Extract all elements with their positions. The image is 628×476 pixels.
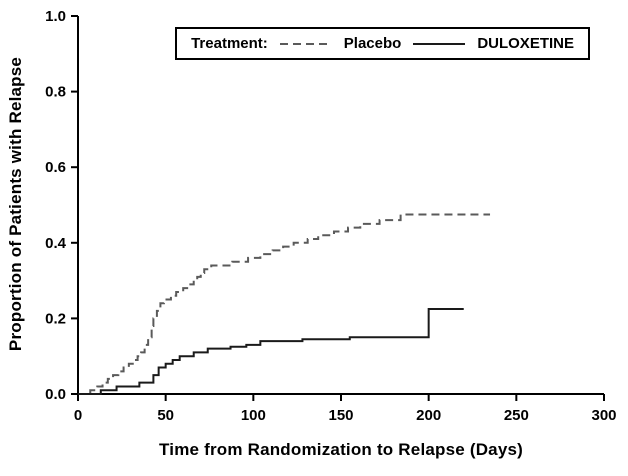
legend-label-duloxetine: DULOXETINE <box>477 35 574 52</box>
y-tick-label: 0.6 <box>45 159 66 176</box>
y-tick-label: 0.8 <box>45 84 66 101</box>
x-tick-label: 150 <box>328 407 353 424</box>
legend-label-placebo: Placebo <box>343 35 402 52</box>
series-line-duloxetine <box>78 307 464 395</box>
y-tick-label: 1.0 <box>45 8 66 25</box>
legend: Treatment: Placebo DULOXETINE <box>175 27 590 60</box>
legend-title: Treatment: <box>191 35 268 52</box>
y-tick-label: 0.0 <box>45 386 66 403</box>
x-tick-label: 100 <box>241 407 266 424</box>
duloxetine-solid-line-sample <box>413 42 466 45</box>
x-tick-label: 200 <box>416 407 441 424</box>
x-tick-label: 50 <box>157 407 174 424</box>
placebo-dashed-line-sample <box>279 42 332 45</box>
series-line-placebo <box>78 213 491 395</box>
y-tick-label: 0.4 <box>45 235 67 252</box>
y-tick-label: 0.2 <box>45 310 66 327</box>
y-axis-title: Proportion of Patients with Relapse <box>6 56 25 352</box>
x-axis-title: Time from Randomization to Relapse (Days… <box>158 440 524 459</box>
x-tick-label: 300 <box>591 407 616 424</box>
x-tick-label: 250 <box>504 407 529 424</box>
x-tick-label: 0 <box>74 407 82 424</box>
